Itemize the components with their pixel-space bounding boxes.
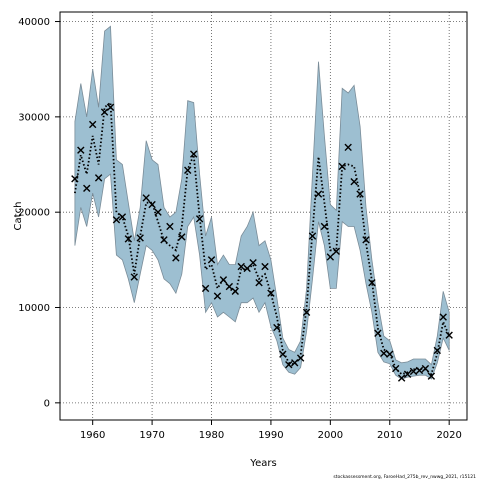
observation-marker xyxy=(314,190,323,198)
estimate-line-group xyxy=(74,100,451,376)
estimate-line xyxy=(74,100,451,376)
x-tick-label: 2010 xyxy=(377,430,402,441)
observation-marker xyxy=(201,284,210,293)
observation-marker xyxy=(88,120,97,129)
observation-marker xyxy=(397,374,406,382)
observation-marker xyxy=(320,222,329,231)
x-tick-label: 2000 xyxy=(318,430,343,441)
grid xyxy=(60,12,467,420)
observation-marker xyxy=(350,177,358,186)
plot-frame xyxy=(59,11,468,421)
observation-marker xyxy=(189,150,198,158)
observation-marker xyxy=(195,215,204,223)
observation-marker xyxy=(302,308,311,316)
observation-marker xyxy=(83,184,91,193)
x-tick-label: 1970 xyxy=(139,430,164,441)
observation-marker xyxy=(219,276,228,284)
observation-marker xyxy=(178,233,186,241)
observation-marker xyxy=(267,289,275,297)
observation-marker xyxy=(368,279,376,287)
observation-marker xyxy=(225,282,234,291)
observation-marker xyxy=(261,262,269,271)
y-tick-label: 20000 xyxy=(18,208,50,219)
observation-marker xyxy=(344,143,352,152)
observation-marker xyxy=(71,175,79,183)
observation-marker xyxy=(184,166,192,174)
observation-marker xyxy=(136,234,144,242)
observation-marker xyxy=(362,236,370,244)
observation-marker xyxy=(213,292,222,300)
observation-marker xyxy=(439,313,447,321)
observation-marker xyxy=(332,247,340,255)
x-axis-title: Years xyxy=(249,458,276,469)
observation-marker xyxy=(279,350,287,358)
observation-markers xyxy=(71,103,453,382)
observation-marker xyxy=(415,366,424,375)
observation-marker xyxy=(356,190,364,198)
observation-marker xyxy=(338,162,346,171)
observation-marker xyxy=(172,254,180,262)
confidence-band-area xyxy=(74,25,450,380)
y-tick-label: 0 xyxy=(44,398,50,409)
observation-marker xyxy=(290,359,299,367)
observation-marker xyxy=(130,273,138,281)
observation-marker xyxy=(433,346,441,355)
observation-marker xyxy=(166,222,174,231)
observation-marker xyxy=(154,208,162,216)
observation-marker xyxy=(421,364,430,373)
observation-marker xyxy=(255,279,263,287)
x-tick-label: 1980 xyxy=(199,430,224,441)
footer-credit: stockassessment.org, FaroeHad_275b_rev_n… xyxy=(333,474,476,480)
observation-marker xyxy=(160,236,168,244)
observation-marker xyxy=(409,367,418,376)
observation-marker xyxy=(124,235,133,243)
observation-marker xyxy=(142,194,150,202)
observation-marker xyxy=(273,323,281,332)
observation-marker xyxy=(427,372,436,380)
observation-marker xyxy=(249,259,257,267)
y-tick-label: 10000 xyxy=(18,303,50,314)
x-tick-label: 1990 xyxy=(258,430,283,441)
observation-marker xyxy=(100,108,109,116)
observation-marker xyxy=(118,213,127,221)
observation-marker xyxy=(77,146,85,154)
observation-marker xyxy=(285,361,293,369)
observation-marker xyxy=(380,349,388,357)
x-axis-ticks: 1960 1970 1980 1990 2000 2010 2020 xyxy=(80,420,462,441)
y-tick-label: 30000 xyxy=(18,112,50,123)
x-tick-label: 1960 xyxy=(80,430,105,441)
observation-marker xyxy=(326,253,335,261)
observation-marker xyxy=(94,174,103,182)
observation-marker xyxy=(243,264,251,273)
observation-marker xyxy=(231,287,239,296)
y-tick-label: 40000 xyxy=(18,17,50,28)
observation-marker xyxy=(308,232,317,240)
observation-marker xyxy=(207,256,216,264)
observation-marker xyxy=(148,200,156,209)
observation-marker xyxy=(392,364,400,373)
y-axis-ticks: 0 10000 20000 30000 40000 xyxy=(18,17,60,409)
observation-marker xyxy=(296,354,305,362)
observation-marker xyxy=(237,262,245,271)
observation-marker xyxy=(445,331,453,339)
confidence-band xyxy=(74,25,450,380)
observation-marker xyxy=(112,216,121,224)
observation-marker xyxy=(403,370,412,378)
observation-marker xyxy=(386,350,394,358)
observation-marker xyxy=(106,103,115,112)
x-tick-label: 2020 xyxy=(436,430,461,441)
observation-marker xyxy=(374,329,382,337)
y-axis-title: Catch xyxy=(13,202,24,231)
